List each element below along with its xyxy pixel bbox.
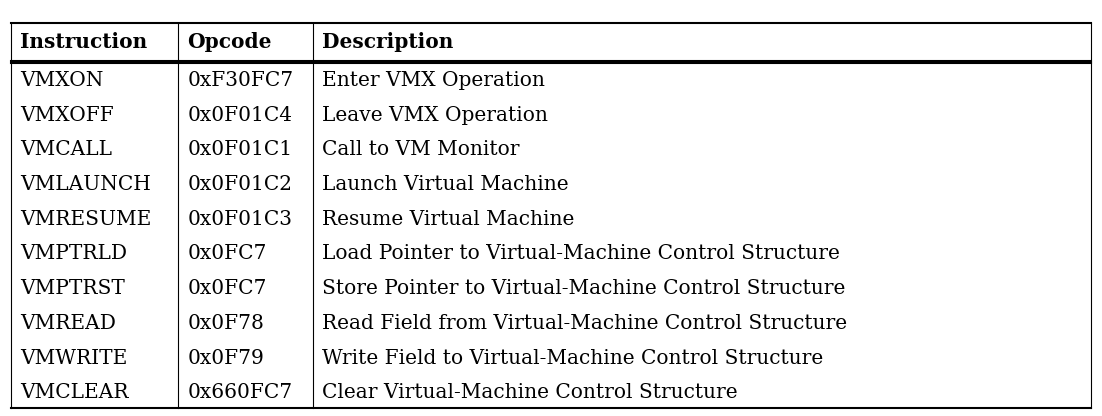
Text: Load Pointer to Virtual-Machine Control Structure: Load Pointer to Virtual-Machine Control … — [322, 245, 840, 263]
Text: 0x0F01C3: 0x0F01C3 — [187, 210, 292, 229]
Text: Store Pointer to Virtual-Machine Control Structure: Store Pointer to Virtual-Machine Control… — [322, 279, 845, 298]
Text: Launch Virtual Machine: Launch Virtual Machine — [322, 175, 569, 194]
Text: 0x0F01C1: 0x0F01C1 — [187, 140, 292, 159]
Text: VMREAD: VMREAD — [20, 314, 116, 333]
Text: 0x0F79: 0x0F79 — [187, 349, 264, 368]
Text: Clear Virtual-Machine Control Structure: Clear Virtual-Machine Control Structure — [322, 383, 738, 402]
Text: 0x0F78: 0x0F78 — [187, 314, 264, 333]
Text: Leave VMX Operation: Leave VMX Operation — [322, 106, 548, 125]
Text: VMCLEAR: VMCLEAR — [20, 383, 128, 402]
Text: VMXON: VMXON — [20, 71, 104, 90]
Text: Description: Description — [322, 32, 454, 52]
Text: Instruction: Instruction — [20, 32, 147, 52]
Text: Read Field from Virtual-Machine Control Structure: Read Field from Virtual-Machine Control … — [322, 314, 847, 333]
Text: VMLAUNCH: VMLAUNCH — [20, 175, 151, 194]
Text: VMRESUME: VMRESUME — [20, 210, 151, 229]
Text: VMPTRST: VMPTRST — [20, 279, 125, 298]
Text: 0xF30FC7: 0xF30FC7 — [187, 71, 293, 90]
Text: Call to VM Monitor: Call to VM Monitor — [322, 140, 520, 159]
Text: Enter VMX Operation: Enter VMX Operation — [322, 71, 545, 90]
Text: 0x0F01C2: 0x0F01C2 — [187, 175, 292, 194]
Text: VMWRITE: VMWRITE — [20, 349, 127, 368]
Text: 0x0F01C4: 0x0F01C4 — [187, 106, 292, 125]
Text: Resume Virtual Machine: Resume Virtual Machine — [322, 210, 574, 229]
Text: 0x660FC7: 0x660FC7 — [187, 383, 292, 402]
Text: 0x0FC7: 0x0FC7 — [187, 279, 267, 298]
Text: Write Field to Virtual-Machine Control Structure: Write Field to Virtual-Machine Control S… — [322, 349, 823, 368]
Text: VMXOFF: VMXOFF — [20, 106, 114, 125]
Text: VMCALL: VMCALL — [20, 140, 111, 159]
Text: 0x0FC7: 0x0FC7 — [187, 245, 267, 263]
Text: VMPTRLD: VMPTRLD — [20, 245, 127, 263]
Text: Opcode: Opcode — [187, 32, 272, 52]
